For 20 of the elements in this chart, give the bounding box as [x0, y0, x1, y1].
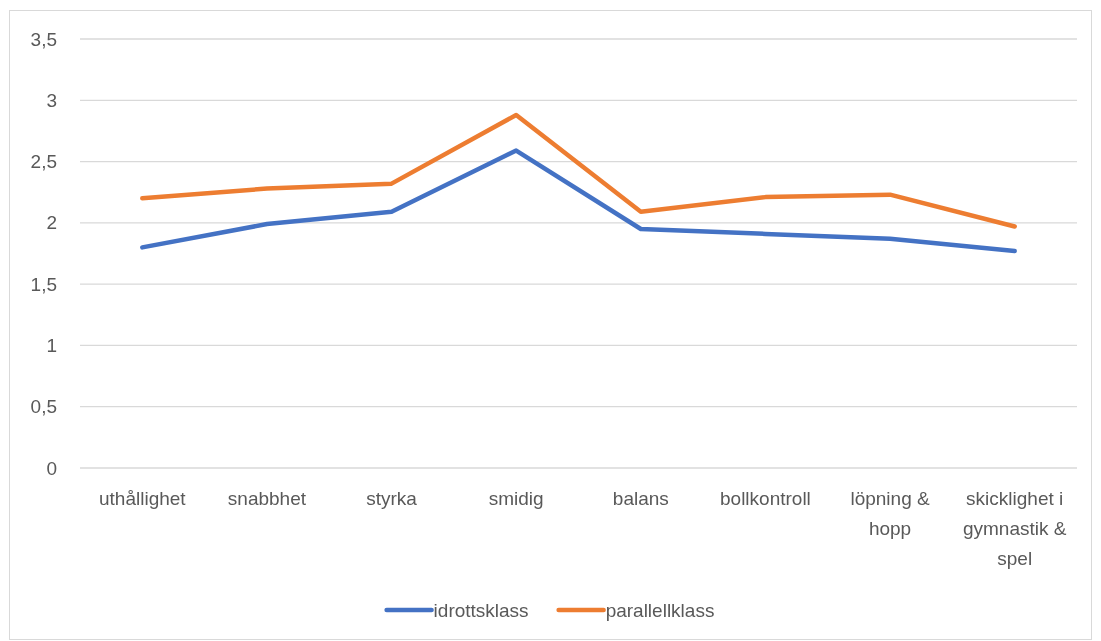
x-tick-label: skicklighet i gymnastik & spel	[962, 488, 1067, 569]
x-tick-label: balans	[612, 488, 669, 509]
y-tick-label: 1	[46, 335, 57, 357]
x-tick-label: snabbhet	[227, 488, 307, 509]
y-tick-label: 1,5	[30, 273, 57, 295]
y-tick-label: 0	[46, 457, 57, 479]
x-tick-label: löpning & hopp	[850, 488, 930, 539]
y-tick-label: 3	[46, 89, 57, 111]
y-tick-label: 2	[46, 212, 57, 234]
line-series	[140, 112, 1017, 229]
x-tick-label: uthållighet	[99, 488, 187, 509]
y-tick-label: 0,5	[30, 396, 57, 418]
x-tick-label: bollkontroll	[720, 488, 811, 509]
x-tick-label: styrka	[366, 488, 418, 509]
y-tick-label: 3,5	[30, 28, 57, 50]
legend-label: idrottsklass	[433, 600, 529, 621]
line-series	[140, 148, 1017, 254]
legend-label: parallellklass	[605, 600, 715, 621]
x-tick-label: smidig	[488, 488, 544, 509]
y-tick-label: 2,5	[30, 151, 57, 173]
